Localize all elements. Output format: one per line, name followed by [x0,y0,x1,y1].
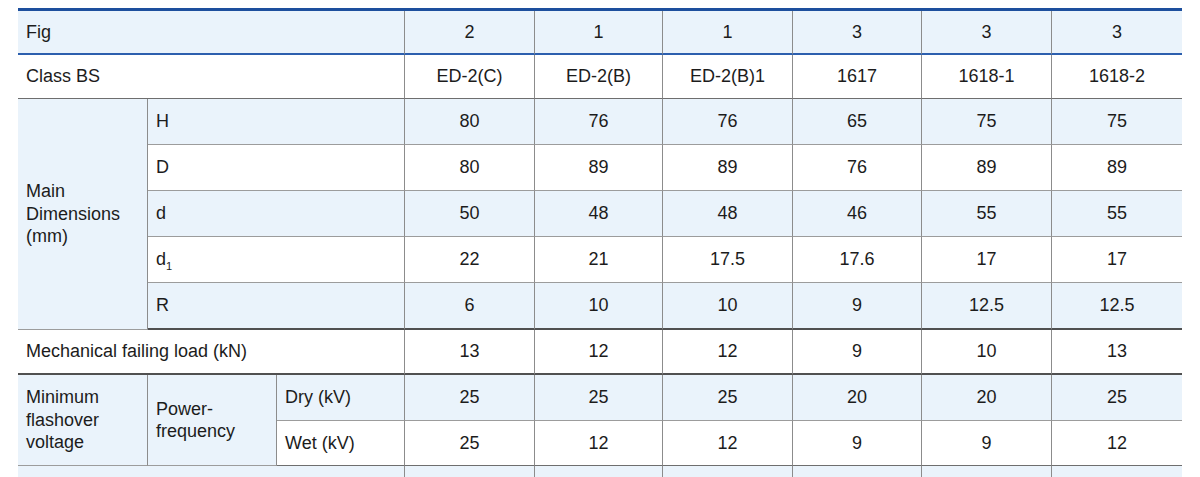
dry-kv-value-cell: 25 [535,375,663,421]
class-bs-row-label: Class BS [18,55,405,99]
dim-value-cell: 76 [793,145,922,191]
dim-sublabel-subscript: 1 [166,260,172,272]
mechanical-value-cell: 10 [922,330,1052,375]
dry-kv-value-cell: 25 [405,375,535,421]
class-bs-value-cell: 1617 [793,55,922,99]
weight-value-cell: - [922,466,1052,477]
table-row-dim-d-lower: d 50 48 48 46 55 55 [18,191,1182,237]
weight-value-cell: 0.4 [793,466,922,477]
class-bs-value-cell: 1618-2 [1052,55,1182,99]
dim-value-cell: 76 [535,99,663,145]
dim-value-cell: 75 [922,99,1052,145]
dim-value-cell: 55 [1052,191,1182,237]
table-row-class-bs: Class BS ED-2(C) ED-2(B) ED-2(B)1 1617 1… [18,55,1182,99]
dim-value-cell: 17 [1052,237,1182,283]
weight-row-label: Weight (kg) [18,466,405,477]
weight-value-cell: - [1052,466,1182,477]
dim-value-cell: 12.5 [1052,283,1182,330]
mechanical-value-cell: 9 [793,330,922,375]
dim-value-cell: 6 [405,283,535,330]
mechanical-load-row-label: Mechanical failing load (kN) [18,330,405,375]
dim-sublabel: d [148,191,405,237]
dim-value-cell: 89 [535,145,663,191]
table-row-mechanical-load: Mechanical failing load (kN) 13 12 12 9 … [18,330,1182,375]
dim-value-cell: 10 [663,283,793,330]
dry-kv-label: Dry (kV) [277,375,405,421]
dim-value-cell: 46 [793,191,922,237]
insulator-spec-table: Fig 2 1 1 3 3 3 Class BS ED-2(C) ED-2(B)… [18,8,1182,477]
dim-value-cell: 21 [535,237,663,283]
dry-kv-value-cell: 25 [663,375,793,421]
weight-value-cell: 0.50 [535,466,663,477]
dim-value-cell: 89 [922,145,1052,191]
dim-value-cell: 89 [663,145,793,191]
fig-value-cell: 1 [663,11,793,55]
weight-value-cell: 0.50 [663,466,793,477]
wet-kv-label: Wet (kV) [277,421,405,466]
dim-value-cell: 48 [663,191,793,237]
table-row-flashover-dry: Minimum flashover voltage Power-frequenc… [18,375,1182,421]
dim-sublabel: H [148,99,405,145]
power-frequency-label: Power-frequency [148,375,277,466]
fig-value-cell: 3 [1052,11,1182,55]
dim-value-cell: 80 [405,99,535,145]
page: Fig 2 1 1 3 3 3 Class BS ED-2(C) ED-2(B)… [0,0,1200,477]
main-dimensions-group-label: Main Dimensions (mm) [18,99,148,330]
table-row-dim-d-upper: D 80 89 89 76 89 89 [18,145,1182,191]
table-row-weight: Weight (kg) 0.50 0.50 0.50 0.4 - - [18,466,1182,477]
dim-value-cell: 17.6 [793,237,922,283]
weight-value-cell: 0.50 [405,466,535,477]
dim-value-cell: 10 [535,283,663,330]
mechanical-value-cell: 12 [535,330,663,375]
dim-sublabel: D [148,145,405,191]
dim-value-cell: 17 [922,237,1052,283]
dim-value-cell: 80 [405,145,535,191]
dim-value-cell: 55 [922,191,1052,237]
mechanical-value-cell: 13 [405,330,535,375]
flashover-group-label: Minimum flashover voltage [18,375,148,466]
dry-kv-value-cell: 20 [922,375,1052,421]
dim-sublabel: d1 [148,237,405,283]
fig-value-cell: 3 [793,11,922,55]
wet-kv-value-cell: 9 [922,421,1052,466]
dim-sublabel: R [148,283,405,330]
fig-value-cell: 3 [922,11,1052,55]
wet-kv-value-cell: 25 [405,421,535,466]
dim-value-cell: 75 [1052,99,1182,145]
class-bs-value-cell: ED-2(B) [535,55,663,99]
fig-value-cell: 2 [405,11,535,55]
table-row-fig: Fig 2 1 1 3 3 3 [18,11,1182,55]
class-bs-value-cell: ED-2(B)1 [663,55,793,99]
dim-value-cell: 89 [1052,145,1182,191]
dim-value-cell: 65 [793,99,922,145]
dim-value-cell: 48 [535,191,663,237]
wet-kv-value-cell: 12 [535,421,663,466]
wet-kv-value-cell: 9 [793,421,922,466]
table-row-dim-r: R 6 10 10 9 12.5 12.5 [18,283,1182,330]
class-bs-value-cell: ED-2(C) [405,55,535,99]
table-row-dim-h: Main Dimensions (mm) H 80 76 76 65 75 75 [18,99,1182,145]
wet-kv-value-cell: 12 [663,421,793,466]
dry-kv-value-cell: 25 [1052,375,1182,421]
dim-value-cell: 9 [793,283,922,330]
dim-value-cell: 17.5 [663,237,793,283]
dim-value-cell: 22 [405,237,535,283]
mechanical-value-cell: 13 [1052,330,1182,375]
class-bs-value-cell: 1618-1 [922,55,1052,99]
mechanical-value-cell: 12 [663,330,793,375]
dim-value-cell: 76 [663,99,793,145]
wet-kv-value-cell: 12 [1052,421,1182,466]
table-row-dim-d1: d1 22 21 17.5 17.6 17 17 [18,237,1182,283]
dry-kv-value-cell: 20 [793,375,922,421]
dim-value-cell: 50 [405,191,535,237]
fig-row-label: Fig [18,11,405,55]
dim-value-cell: 12.5 [922,283,1052,330]
fig-value-cell: 1 [535,11,663,55]
dim-sublabel-text: d [156,249,166,269]
